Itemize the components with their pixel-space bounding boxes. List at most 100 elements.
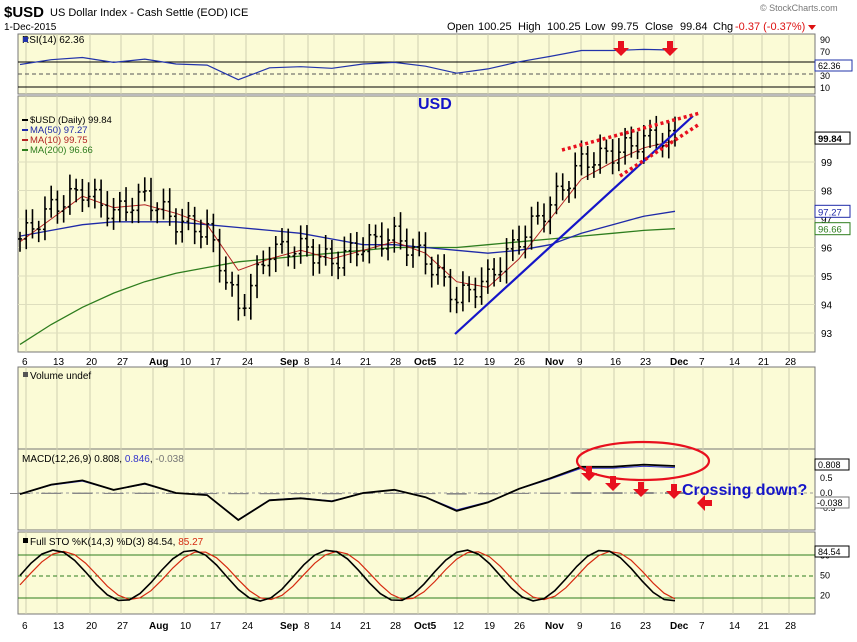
x-tick-label: 28 xyxy=(785,357,797,368)
x-tick-label: Aug xyxy=(149,357,168,368)
x-tick-label: 14 xyxy=(330,357,342,368)
x-tick-label: 16 xyxy=(610,621,622,632)
chg-label: Chg xyxy=(713,21,733,33)
macd-tick-label: 0.5 xyxy=(820,473,833,483)
vertical-gridlines xyxy=(25,34,790,614)
macd-hist-bar xyxy=(290,493,311,495)
x-tick-label: 28 xyxy=(390,357,402,368)
legend-entry: $USD (Daily) 99.84 xyxy=(30,115,112,126)
macd-section: MACD(12,26,9) 0.808, 0.846, -0.038 1.00.… xyxy=(10,440,850,522)
macd-hist-bar xyxy=(321,493,342,495)
price-panel xyxy=(17,95,816,353)
x-tick-label: 20 xyxy=(86,357,98,368)
macd-hist-badge-text: -0.038 xyxy=(817,498,843,508)
exchange-label: ICE xyxy=(230,7,248,19)
x-tick-label: 14 xyxy=(729,357,741,368)
macd-hist-bar xyxy=(446,493,467,495)
x-axis-bottom: 6 13 20 27 Aug 10 17 24 Sep 8 14 21 28 Oct5 12 19 26 Nov 9… xyxy=(22,621,797,632)
left-arrow-icon xyxy=(697,495,712,511)
x-tick-label: 12 xyxy=(453,621,465,632)
volume-legend: Volume undef xyxy=(30,371,91,382)
price-badges: 99.84 97.27 96.66 xyxy=(814,131,851,236)
chg-value: -0.37 (-0.37%) xyxy=(735,21,805,33)
macd-hist-bar xyxy=(602,492,623,494)
volume-legend-icon xyxy=(23,372,28,377)
ticker-symbol: $USD xyxy=(4,4,44,21)
x-tick-label: 9 xyxy=(577,621,583,632)
chart-header: $USD US Dollar Index - Cash Settle (EOD)… xyxy=(4,3,838,33)
macd-hist-bar xyxy=(103,492,124,494)
x-tick-label: 7 xyxy=(699,357,705,368)
macd-hist-bar xyxy=(571,492,592,494)
down-arrow-icon xyxy=(662,41,678,56)
ohlc-bars xyxy=(18,115,677,321)
x-tick-label: 10 xyxy=(180,357,192,368)
rsi-legend: RSI(14) 62.36 xyxy=(22,35,85,46)
price-badge-text: 99.84 xyxy=(818,134,842,145)
chart-date: 1-Dec-2015 xyxy=(4,22,57,33)
price-tick-label: 95 xyxy=(821,272,833,283)
x-tick-label: Aug xyxy=(149,621,168,632)
down-arrow-icon xyxy=(666,484,682,499)
sto-legend-main: Full STO %K(14,3) %D(3) 84.54, xyxy=(30,537,178,548)
x-tick-label: 9 xyxy=(577,357,583,368)
macd-hist-bar xyxy=(72,492,93,494)
x-tick-label: Oct5 xyxy=(414,357,437,368)
macd-hist-badge xyxy=(814,496,850,509)
x-tick-label: 7 xyxy=(699,621,705,632)
x-tick-label: 21 xyxy=(758,621,770,632)
price-tick-label: 94 xyxy=(821,301,833,312)
macd-hist-bar xyxy=(228,493,249,495)
macd-legend-hist: -0.038 xyxy=(155,454,184,465)
down-arrow-icon xyxy=(613,41,629,56)
ma50-line xyxy=(19,210,676,254)
x-tick-label: 6 xyxy=(22,621,28,632)
x-tick-label: 10 xyxy=(180,621,192,632)
sto-legend-d: 85.27 xyxy=(178,537,203,548)
x-tick-label: Sep xyxy=(280,621,298,632)
sto-legend: Full STO %K(14,3) %D(3) 84.54, 85.27 xyxy=(30,537,204,548)
x-tick-label: 8 xyxy=(304,357,310,368)
x-tick-label: Nov xyxy=(545,357,564,368)
macd-badge-text: 0.808 xyxy=(818,460,841,470)
x-tick-label: Dec xyxy=(670,621,689,632)
sto-section: Full STO %K(14,3) %D(3) 84.54, 85.27 805… xyxy=(18,537,850,602)
legend-entry: MA(10) 99.75 xyxy=(30,135,88,146)
x-tick-label: 16 xyxy=(610,357,622,368)
x-tick-label: 17 xyxy=(210,621,222,632)
sto-value-badge xyxy=(814,545,850,558)
x-tick-label: Oct5 xyxy=(414,621,437,632)
x-tick-label: 23 xyxy=(640,357,652,368)
x-tick-label: 21 xyxy=(758,357,770,368)
rsi-tick-label: 90 xyxy=(820,35,830,45)
rsi-tick-label: 30 xyxy=(820,71,830,81)
x-tick-label: 21 xyxy=(360,357,372,368)
low-label: Low xyxy=(585,21,605,33)
price-tick-label: 96 xyxy=(821,244,833,255)
x-tick-label: 28 xyxy=(785,621,797,632)
sto-legend-icon xyxy=(23,538,28,543)
macd-panel xyxy=(17,448,816,531)
down-arrow-icon xyxy=(633,482,649,497)
price-badge xyxy=(814,131,851,145)
macd-legend-signal: 0.846 xyxy=(125,454,150,465)
close-label: Close xyxy=(645,21,673,33)
price-badge xyxy=(814,204,851,218)
x-tick-label: Dec xyxy=(670,357,689,368)
macd-line xyxy=(19,463,676,522)
legend-entry: MA(50) 97.27 xyxy=(30,125,88,136)
x-tick-label: 27 xyxy=(117,621,129,632)
macd-hist-bar xyxy=(509,492,530,494)
volume-panel xyxy=(17,366,816,450)
macd-legend-sep: , xyxy=(150,454,156,465)
macd-hist-bar xyxy=(540,492,561,494)
macd-circle-annotation xyxy=(575,440,711,482)
x-tick-label: 13 xyxy=(53,621,65,632)
rsi-badge-text: 62.36 xyxy=(818,61,841,71)
sto-axis: 805020 xyxy=(820,550,830,600)
close-value: 99.84 xyxy=(680,21,708,33)
red-arrows xyxy=(581,41,712,511)
x-tick-label: 28 xyxy=(390,621,402,632)
x-tick-label: 19 xyxy=(484,357,496,368)
x-tick-label: 12 xyxy=(453,357,465,368)
